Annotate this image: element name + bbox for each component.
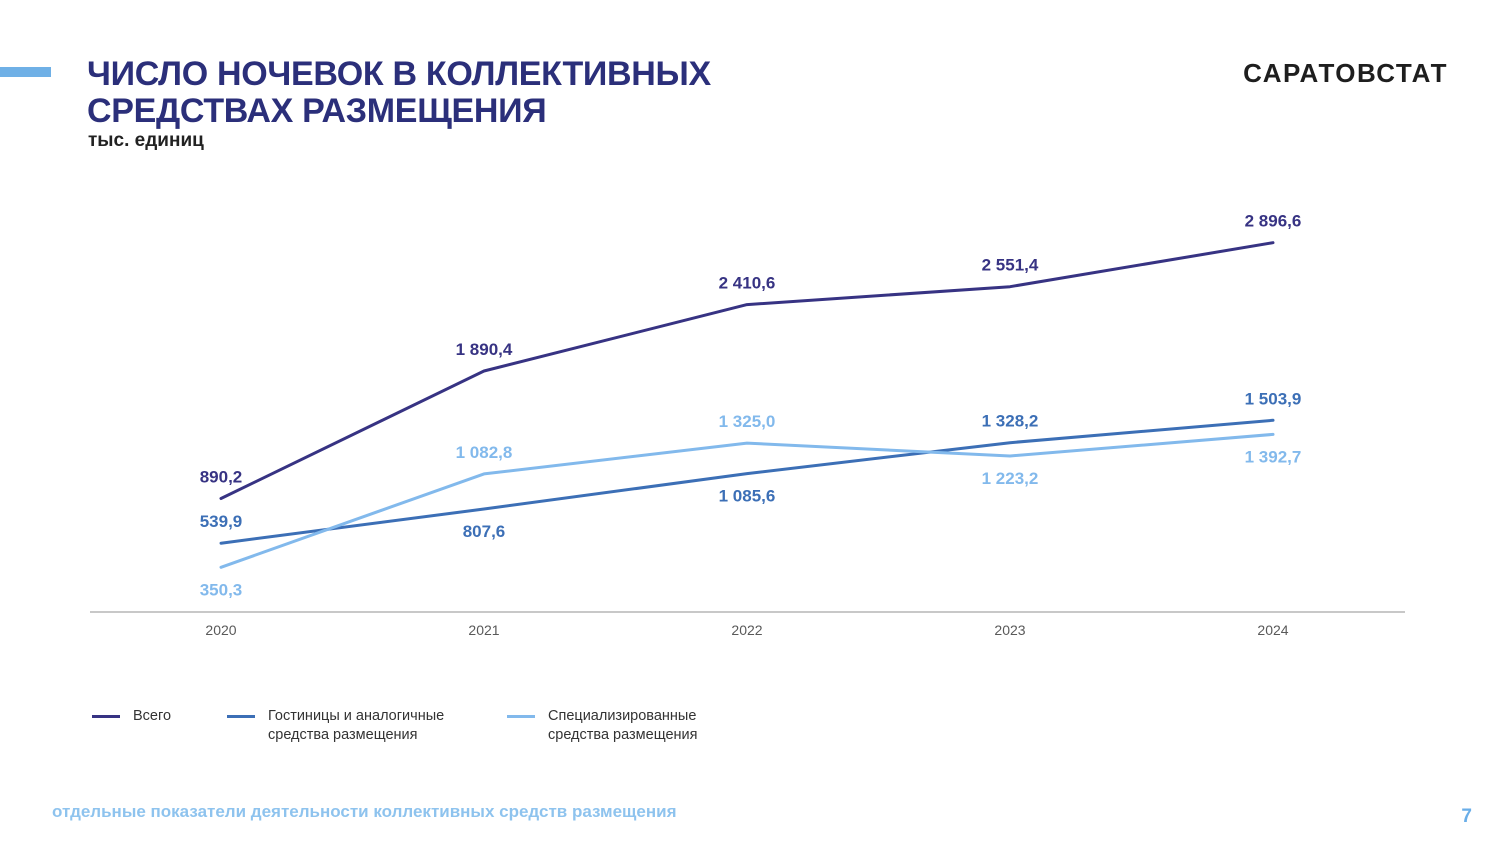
x-tick-label: 2024 bbox=[1257, 622, 1288, 638]
x-tick-label: 2022 bbox=[731, 622, 762, 638]
data-label: 539,9 bbox=[200, 512, 243, 531]
legend-label: Всего bbox=[133, 708, 172, 724]
series-line-1 bbox=[219, 241, 1275, 500]
x-tick-label: 2020 bbox=[205, 622, 236, 638]
footer-caption: отдельные показатели деятельности коллек… bbox=[52, 802, 677, 821]
series-line-2 bbox=[219, 418, 1275, 545]
data-label: 890,2 bbox=[200, 467, 243, 486]
brand-logo-text: САРАТОВСТАТ bbox=[1243, 58, 1448, 88]
data-label: 2 551,4 bbox=[982, 256, 1039, 275]
chart-legend: Всего Гостиницы и аналогичные средства ра… bbox=[92, 707, 727, 745]
legend-label: Гостиницы и аналогичные средства размеще… bbox=[268, 708, 445, 743]
data-label: 1 082,8 bbox=[456, 443, 513, 462]
data-label: 1 392,7 bbox=[1245, 447, 1302, 466]
legend-item: Гостиницы и аналогичные средства размеще… bbox=[227, 707, 507, 745]
title-line-1: ЧИСЛО НОЧЕВОК В КОЛЛЕКТИВНЫХ bbox=[87, 55, 711, 93]
x-tick-label: 2021 bbox=[468, 622, 499, 638]
data-label: 807,6 bbox=[463, 522, 506, 541]
page-number: 7 bbox=[1461, 806, 1472, 827]
legend-item: Специализированные средства размещения bbox=[507, 707, 727, 745]
legend-item: Всего bbox=[92, 707, 227, 745]
legend-swatch bbox=[227, 715, 255, 718]
data-label: 2 896,6 bbox=[1245, 212, 1302, 231]
accent-bar bbox=[0, 67, 51, 77]
data-label: 1 325,0 bbox=[719, 412, 776, 431]
data-label: 1 890,4 bbox=[456, 340, 513, 359]
data-label: 1 223,2 bbox=[982, 469, 1039, 488]
title-line-2: СРЕДСТВАХ РАЗМЕЩЕНИЯ bbox=[87, 92, 547, 130]
series-line-3 bbox=[219, 432, 1275, 569]
x-tick-label: 2023 bbox=[994, 622, 1025, 638]
legend-label: Специализированные средства размещения bbox=[548, 708, 698, 743]
data-label: 1 503,9 bbox=[1245, 389, 1302, 408]
data-label: 1 328,2 bbox=[982, 412, 1039, 431]
data-label: 2 410,6 bbox=[719, 274, 776, 293]
data-label: 1 085,6 bbox=[719, 487, 776, 506]
legend-swatch bbox=[92, 715, 120, 718]
legend-swatch bbox=[507, 715, 535, 718]
data-label: 350,3 bbox=[200, 580, 243, 599]
page-title: ЧИСЛО НОЧЕВОК В КОЛЛЕКТИВНЫХ СРЕДСТВАХ Р… bbox=[87, 56, 711, 130]
units-subtitle: тыс. единиц bbox=[88, 130, 204, 151]
